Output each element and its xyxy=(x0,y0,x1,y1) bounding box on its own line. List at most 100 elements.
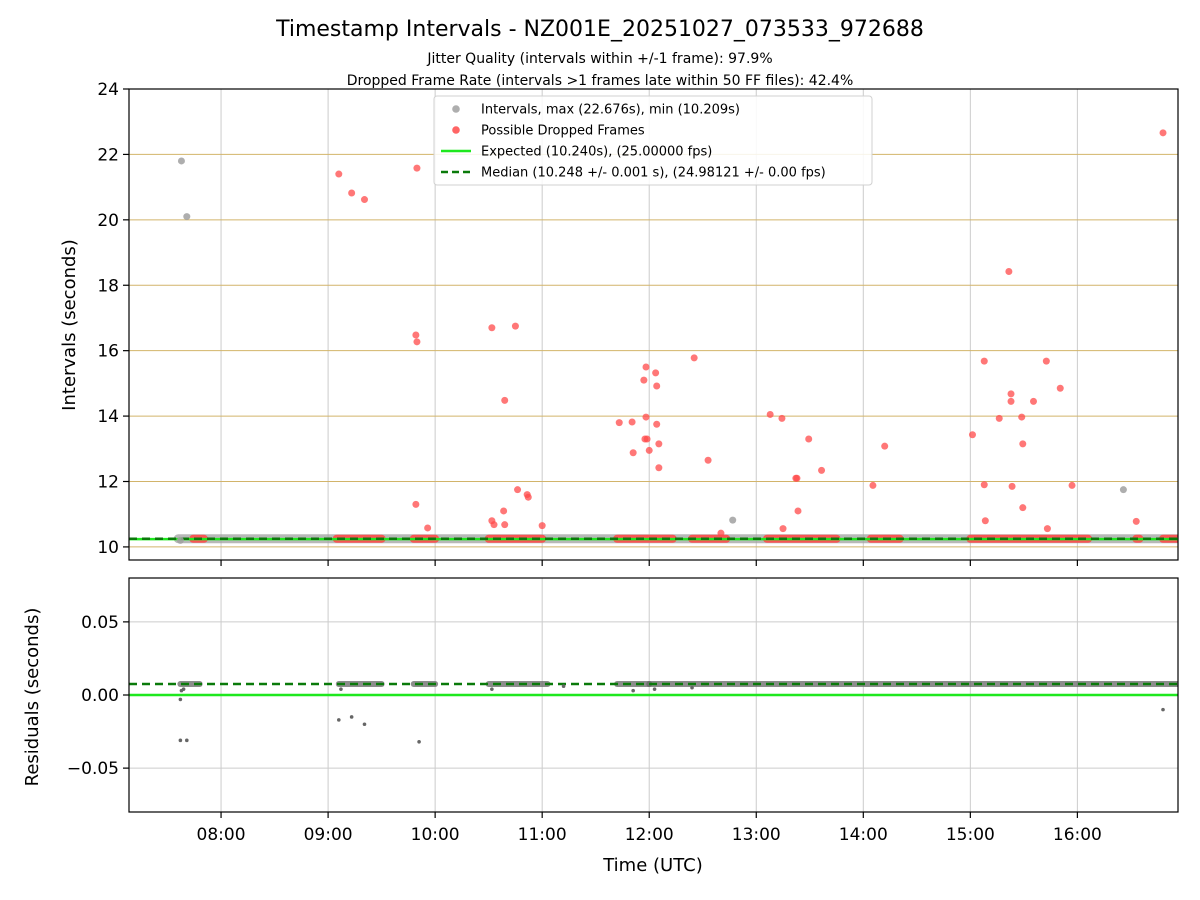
top-point-possible-dropped-frames xyxy=(1056,384,1064,392)
chart-subtitle-jitter: Jitter Quality (intervals within +/-1 fr… xyxy=(426,51,772,67)
bottom-point-residuals xyxy=(1161,707,1165,712)
legend-entry-median: Median (10.248 +/- 0.001 s), (24.98121 +… xyxy=(481,166,826,181)
bottom-point-residuals xyxy=(178,738,183,743)
top-point-possible-dropped-frames xyxy=(500,507,508,515)
intervals-y-axis-label: Intervals (seconds) xyxy=(59,239,80,411)
top-point-possible-dropped-frames xyxy=(335,170,343,178)
top-point-possible-dropped-frames xyxy=(1068,481,1076,489)
top-point-possible-dropped-frames xyxy=(348,189,356,197)
x-tick-label: 11:00 xyxy=(518,825,567,845)
top-point-possible-dropped-frames xyxy=(1132,517,1140,525)
top-point-intervals xyxy=(176,536,184,544)
x-tick-label: 12:00 xyxy=(625,825,674,845)
top-point-possible-dropped-frames xyxy=(1159,129,1167,137)
top-point-possible-dropped-frames xyxy=(980,481,988,489)
top-point-possible-dropped-frames xyxy=(1008,482,1016,490)
top-point-possible-dropped-frames xyxy=(653,420,661,428)
top-point-possible-dropped-frames xyxy=(642,363,650,371)
bottom-point-residuals xyxy=(690,685,694,690)
top-point-possible-dropped-frames xyxy=(655,464,663,472)
legend-marker-intervals xyxy=(452,105,460,113)
top-point-possible-dropped-frames xyxy=(629,449,637,457)
top-point-possible-dropped-frames xyxy=(511,322,519,330)
top-point-possible-dropped-frames xyxy=(538,522,546,530)
x-tick-label: 16:00 xyxy=(1053,825,1102,845)
bottom-point-residuals xyxy=(185,738,189,743)
top-point-possible-dropped-frames xyxy=(766,410,774,418)
top-ytick-label: 10 xyxy=(97,538,119,558)
top-point-possible-dropped-frames xyxy=(490,521,498,529)
top-point-possible-dropped-frames xyxy=(514,486,522,494)
top-point-possible-dropped-frames xyxy=(615,419,623,427)
top-point-possible-dropped-frames xyxy=(1005,268,1013,276)
top-point-intervals xyxy=(1119,486,1127,494)
legend-entry-expected: Expected (10.240s), (25.00000 fps) xyxy=(481,145,712,160)
bottom-plot-area xyxy=(129,681,1178,744)
bottom-point-residuals xyxy=(181,687,186,691)
chart-legend: Intervals, max (22.676s), min (10.209s) … xyxy=(433,95,873,186)
top-axes-frame xyxy=(128,88,1179,561)
top-point-possible-dropped-frames xyxy=(628,418,636,426)
top-ytick-label: 20 xyxy=(97,211,119,231)
bottom-point-residuals xyxy=(417,740,421,744)
x-tick-label: 14:00 xyxy=(839,825,888,845)
legend-entry-dropped: Possible Dropped Frames xyxy=(481,124,645,139)
x-tick-label: 13:00 xyxy=(732,825,781,845)
top-point-possible-dropped-frames xyxy=(690,354,698,362)
top-ytick-label: 12 xyxy=(97,473,119,493)
residuals-y-axis-label: Residuals (seconds) xyxy=(22,608,43,787)
x-tick-label: 08:00 xyxy=(197,825,246,845)
top-point-possible-dropped-frames xyxy=(1029,397,1037,405)
top-point-intervals xyxy=(177,157,185,165)
top-point-possible-dropped-frames xyxy=(655,440,663,448)
top-point-possible-dropped-frames xyxy=(717,529,725,537)
legend-entry-intervals: Intervals, max (22.676s), min (10.209s) xyxy=(481,103,740,118)
x-axis-label: Time (UTC) xyxy=(602,855,703,876)
top-point-possible-dropped-frames xyxy=(412,331,420,339)
top-point-possible-dropped-frames xyxy=(981,517,989,525)
top-ytick-label: 14 xyxy=(97,407,119,427)
top-point-possible-dropped-frames xyxy=(1019,504,1027,512)
bottom-point-residuals xyxy=(362,722,367,727)
top-point-possible-dropped-frames xyxy=(360,196,368,204)
top-point-possible-dropped-frames xyxy=(794,507,802,515)
bottom-point-residuals xyxy=(490,687,494,691)
top-point-possible-dropped-frames xyxy=(995,414,1003,422)
top-ytick-label: 24 xyxy=(97,80,119,100)
bottom-point-residuals xyxy=(349,715,354,719)
top-point-possible-dropped-frames xyxy=(412,500,420,508)
top-point-possible-dropped-frames xyxy=(818,466,826,474)
top-plot-area xyxy=(129,129,1178,544)
top-point-possible-dropped-frames xyxy=(413,338,421,346)
top-point-possible-dropped-frames xyxy=(413,164,421,172)
top-point-intervals xyxy=(183,213,191,221)
top-point-possible-dropped-frames xyxy=(778,414,786,422)
bottom-point-residuals xyxy=(337,718,341,722)
top-point-possible-dropped-frames xyxy=(968,431,976,439)
bottom-ytick-label: −0.05 xyxy=(67,759,119,779)
top-point-possible-dropped-frames xyxy=(779,525,787,533)
top-ytick-label: 18 xyxy=(97,276,119,296)
top-point-possible-dropped-frames xyxy=(1019,440,1027,448)
chart-title: Timestamp Intervals - NZ001E_20251027_07… xyxy=(275,17,924,42)
chart-subtitle-dropped: Dropped Frame Rate (intervals >1 frames … xyxy=(347,73,854,89)
top-point-possible-dropped-frames xyxy=(640,376,648,384)
top-ytick-label: 16 xyxy=(97,342,119,362)
bottom-point-residuals xyxy=(631,688,635,693)
x-tick-label: 10:00 xyxy=(411,825,460,845)
top-point-possible-dropped-frames xyxy=(652,369,660,377)
bottom-ytick-label: 0.05 xyxy=(81,613,119,633)
x-tick-label: 09:00 xyxy=(304,825,353,845)
top-point-possible-dropped-frames xyxy=(1042,357,1050,365)
top-point-possible-dropped-frames xyxy=(645,446,653,454)
top-point-possible-dropped-frames xyxy=(1007,397,1015,405)
bottom-point-residuals xyxy=(178,697,183,702)
top-point-possible-dropped-frames xyxy=(642,413,650,421)
top-point-possible-dropped-frames xyxy=(1018,413,1026,421)
top-point-possible-dropped-frames xyxy=(793,474,801,482)
top-point-possible-dropped-frames xyxy=(488,324,496,332)
top-point-possible-dropped-frames xyxy=(501,521,509,529)
bottom-point-residuals xyxy=(561,684,566,689)
legend-box xyxy=(433,95,873,186)
